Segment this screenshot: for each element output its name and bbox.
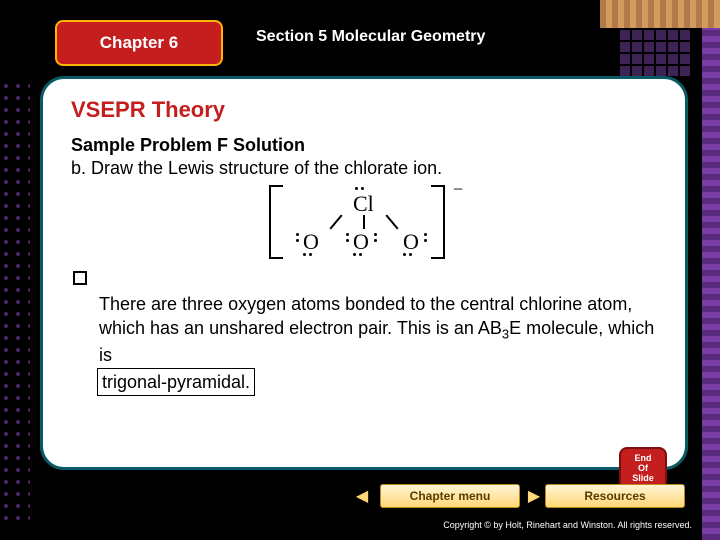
problem-prompt: b. Draw the Lewis structure of the chlor… [71,158,657,179]
prev-arrow-icon[interactable]: ◀ [352,484,372,508]
content-panel: VSEPR Theory Sample Problem F Solution b… [40,76,688,470]
section-label: Section 5 Molecular Geometry [256,28,485,46]
decor-stripes-top [600,0,720,28]
bullet-icon [73,271,87,285]
outer-atom-3: O [403,229,419,255]
ion-charge: − [453,179,463,200]
lewis-structure: − Cl O O O [259,185,469,263]
decor-dots [0,80,30,520]
resources-button[interactable]: Resources [545,484,685,508]
problem-subhead: Sample Problem F Solution [71,135,657,156]
copyright-text: Copyright © by Holt, Rinehart and Winsto… [443,520,692,530]
next-arrow-icon[interactable]: ▶ [524,484,544,508]
outer-atom-1: O [303,229,319,255]
central-atom: Cl [353,191,374,217]
outer-atom-2: O [353,229,369,255]
explanation-para: There are three oxygen atoms bonded to t… [99,292,657,396]
decor-stripes-right [702,28,720,540]
slide-heading: VSEPR Theory [71,97,657,123]
chapter-menu-button[interactable]: Chapter menu [380,484,520,508]
end-line3: Slide [621,474,665,484]
chapter-badge: Chapter 6 [55,20,223,66]
shape-answer: trigonal-pyramidal. [97,368,255,396]
